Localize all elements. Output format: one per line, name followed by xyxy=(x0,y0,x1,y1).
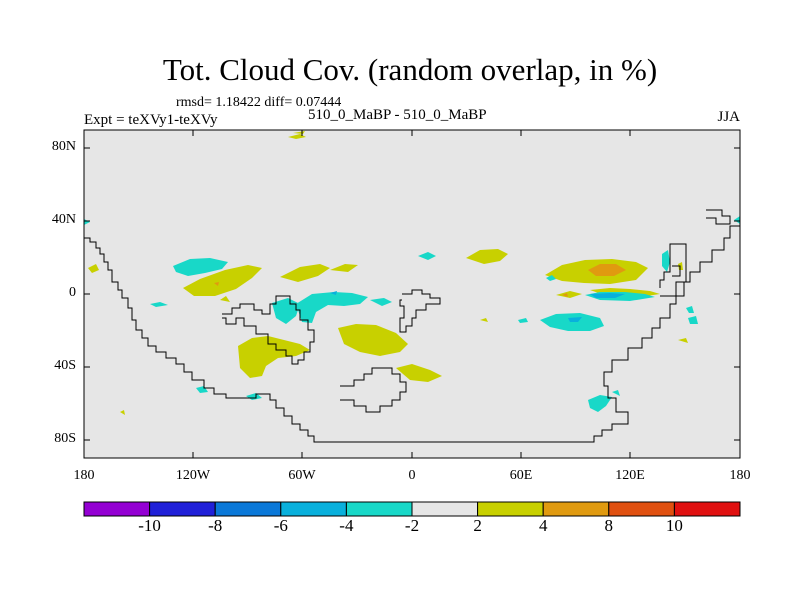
contour-cyan-blob xyxy=(150,302,168,307)
contour-cyan-blob xyxy=(296,292,368,323)
lat-tick-label: 0 xyxy=(69,285,76,300)
contour-cyan-blob xyxy=(370,298,392,306)
contour-yellow-blob xyxy=(396,364,442,382)
experiment-label: Expt = teXVy1-teXVy xyxy=(84,112,218,128)
coastline-asia-east xyxy=(659,243,687,297)
contour-yellow-blob xyxy=(466,249,508,264)
coastline-island xyxy=(672,265,681,277)
lon-tick-label: 120E xyxy=(615,468,645,483)
contour-orange-blob xyxy=(588,264,626,276)
colorbar-box-9 xyxy=(608,501,675,517)
colorbar-label: 8 xyxy=(604,516,614,535)
continent-outlines xyxy=(84,209,740,443)
colorbar-box-1 xyxy=(83,501,151,517)
colorbar-box-7 xyxy=(477,501,544,517)
lon-tick-label: 120W xyxy=(175,468,211,483)
colorbar-label: 4 xyxy=(538,516,548,535)
lat-tick-label: 40N xyxy=(51,212,76,227)
plot-title: Tot. Cloud Cov. (random overlap, in %) xyxy=(162,52,658,87)
colorbar-box-4 xyxy=(280,501,347,517)
contour-cyan-blob xyxy=(734,216,740,224)
colorbar-label: -8 xyxy=(208,516,223,535)
contour-cyan-blob xyxy=(173,258,228,276)
colorbar-label: 2 xyxy=(473,516,482,535)
contour-yellow-blob xyxy=(480,318,488,322)
contour-yellow-blob xyxy=(678,338,688,343)
lon-tick-label: 60E xyxy=(509,468,533,483)
coastline-island xyxy=(706,209,731,225)
contour-yellow-blob xyxy=(338,324,408,356)
contour-yellow-blob xyxy=(120,410,125,415)
contour-cyan-blob xyxy=(518,318,528,323)
contour-cyan-blob xyxy=(688,316,698,324)
colorbar-label: -6 xyxy=(273,516,288,535)
colorbar-box-5 xyxy=(345,501,413,517)
contour-cyan-blob xyxy=(546,275,556,281)
contour-cyan-blob xyxy=(418,252,436,260)
contour-cyan-blob xyxy=(686,306,694,313)
contour-blue-blob xyxy=(330,291,337,295)
lat-tick-label: 80S xyxy=(54,431,76,446)
contour-yellow-blob xyxy=(556,291,582,298)
coastline-africa xyxy=(399,289,441,333)
axis-ticks xyxy=(84,130,740,458)
contour-yellow-blob xyxy=(183,265,262,296)
lon-tick-label: 60W xyxy=(288,468,316,483)
colorbar-box-2 xyxy=(149,501,216,517)
lat-tick-label: 40S xyxy=(54,358,76,373)
colorbar-box-3 xyxy=(214,501,282,517)
colorbar-label: -4 xyxy=(339,516,354,535)
coastline-americas xyxy=(84,225,740,443)
contour-cyan-blob xyxy=(588,395,612,412)
rmsd-diff-stats: rmsd= 1.18422 diff= 0.07444 xyxy=(176,95,342,110)
lon-tick-label: 180 xyxy=(729,468,751,483)
contour-blue-blob xyxy=(568,317,582,322)
colorbar-box-10 xyxy=(673,501,741,517)
contour-yellow-blob xyxy=(280,264,330,282)
contour-fills xyxy=(84,131,740,415)
colorbar-label: 10 xyxy=(665,516,683,535)
contour-orange-blob xyxy=(562,293,568,297)
contour-yellow-blob xyxy=(330,264,358,272)
contour-orange-blob xyxy=(214,282,219,286)
contour-yellow-blob xyxy=(88,264,99,273)
lat-tick-label: 80N xyxy=(51,139,76,154)
colorbar xyxy=(83,501,741,517)
contour-yellow-blob xyxy=(220,296,230,302)
colorbar-box-6 xyxy=(411,501,479,517)
season-label: JJA xyxy=(717,109,740,125)
contour-cyan-blob xyxy=(612,390,620,396)
lon-tick-label: 0 xyxy=(408,468,416,483)
contour-blue-blob xyxy=(590,293,625,298)
contour-cyan-blob xyxy=(662,250,670,272)
case-name: 510_0_MaBP - 510_0_MaBP xyxy=(308,107,487,123)
contour-yellow-blob xyxy=(238,336,310,378)
colorbar-label: -10 xyxy=(138,516,161,535)
coastline-south-america xyxy=(222,295,315,365)
coastline-southern-landmass xyxy=(340,367,407,413)
colorbar-box-8 xyxy=(542,501,610,517)
lon-tick-label: 180 xyxy=(73,468,95,483)
colorbar-label: -2 xyxy=(404,516,420,535)
